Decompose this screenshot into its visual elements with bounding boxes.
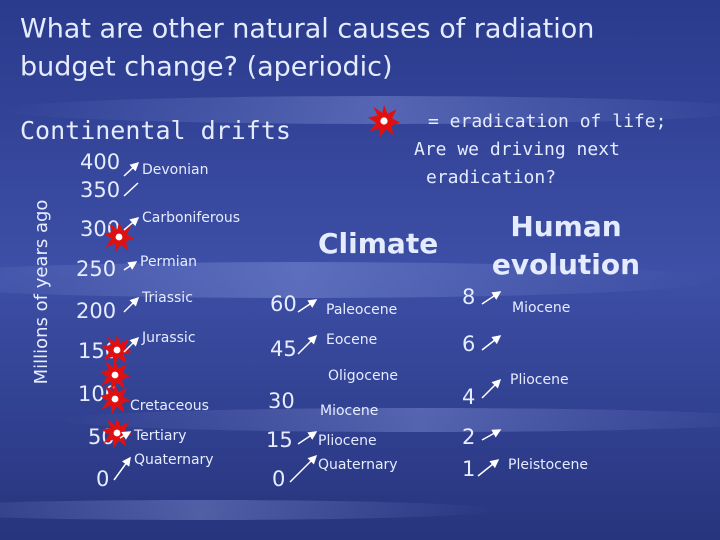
period: Cretaceous (130, 398, 209, 414)
epoch: Miocene (512, 300, 570, 316)
epoch: Miocene (320, 403, 378, 419)
age: 45 (270, 337, 297, 361)
legend-line: = eradication of life; (428, 111, 666, 132)
title-line: What are other natural causes of radiati… (20, 14, 594, 45)
age: 200 (76, 299, 116, 323)
axis-label: Millions of years ago (31, 200, 52, 385)
legend-line: eradication? (426, 167, 556, 188)
period: Quaternary (134, 452, 214, 468)
climate-ages: 60 45 30 15 0 (266, 292, 297, 491)
age: 250 (76, 257, 116, 281)
climate-heading: Climate (318, 227, 438, 260)
period: Triassic (141, 290, 193, 306)
human-arrows (477, 291, 502, 477)
human-heading: Human (510, 210, 621, 243)
age: 400 (80, 150, 120, 174)
background-streaks (0, 96, 720, 520)
age: 2 (462, 425, 475, 449)
age: 0 (272, 467, 285, 491)
climate-arrows (289, 299, 318, 483)
period: Carboniferous (142, 210, 240, 226)
drift-arrows (113, 161, 140, 481)
epoch: Pleistocene (508, 457, 588, 473)
human-ages: 8 6 4 2 1 (462, 285, 475, 481)
age: 6 (462, 332, 475, 356)
age: 1 (462, 457, 475, 481)
epoch: Quaternary (318, 457, 398, 473)
epoch: Eocene (326, 332, 377, 348)
period: Tertiary (133, 428, 187, 444)
climate-epochs: Paleocene Eocene Oligocene Miocene Plioc… (318, 302, 398, 473)
period: Jurassic (141, 330, 196, 346)
human-heading: evolution (492, 248, 640, 281)
age: 4 (462, 385, 475, 409)
epoch: Pliocene (510, 372, 569, 388)
age: 0 (96, 467, 109, 491)
age: 15 (266, 428, 293, 452)
period: Devonian (142, 162, 208, 178)
epoch: Paleocene (326, 302, 397, 318)
age: 60 (270, 292, 297, 316)
period: Permian (140, 254, 197, 270)
epoch: Pliocene (318, 433, 377, 449)
epoch: Oligocene (328, 368, 398, 384)
age: 350 (80, 178, 120, 202)
age: 8 (462, 285, 475, 309)
section-heading: Continental drifts (20, 116, 291, 145)
legend-line: Are we driving next (414, 139, 620, 160)
drift-periods: Devonian Carboniferous Permian Triassic … (130, 162, 240, 468)
human-epochs: Miocene Pliocene Pleistocene (508, 300, 588, 473)
title-line: budget change? (aperiodic) (20, 52, 393, 83)
age: 30 (268, 389, 295, 413)
